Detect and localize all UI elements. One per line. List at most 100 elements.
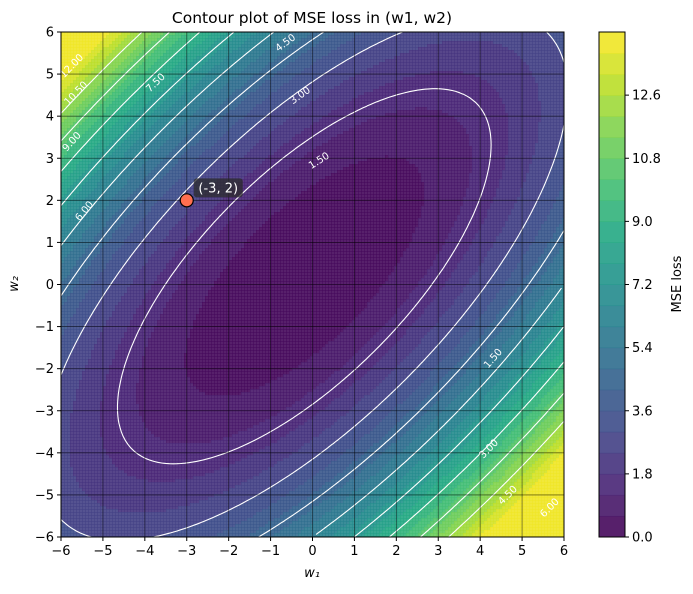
contour-band-cell [79, 335, 83, 339]
contour-band-cell [94, 155, 98, 159]
contour-band-cell [88, 419, 92, 423]
contour-band-cell [61, 509, 65, 513]
contour-band-cell [64, 236, 68, 240]
contour-band-cell [70, 161, 74, 165]
contour-band-cell [88, 32, 92, 36]
contour-band-cell [67, 407, 71, 411]
contour-band-cell [94, 467, 98, 471]
contour-band-cell [70, 518, 74, 522]
contour-band-cell [76, 128, 80, 132]
contour-band-cell [85, 245, 89, 249]
contour-band-cell [61, 395, 65, 399]
contour-band-cell [76, 194, 80, 198]
contour-band-cell [91, 521, 95, 525]
contour-band-cell [79, 122, 83, 126]
contour-band-cell [82, 287, 86, 291]
contour-band-cell [64, 452, 68, 456]
contour-band-cell [76, 377, 80, 381]
contour-band-cell [64, 74, 68, 78]
contour-band-cell [94, 224, 98, 228]
contour-band-cell [70, 326, 74, 330]
contour-band-cell [61, 134, 65, 138]
contour-band-cell [61, 389, 65, 393]
contour-band-cell [94, 449, 98, 453]
contour-band-cell [76, 302, 80, 306]
contour-band-cell [94, 197, 98, 201]
contour-band-cell [73, 266, 77, 270]
contour-band-cell [85, 524, 89, 528]
contour-band-cell [61, 275, 65, 279]
contour-band-cell [94, 395, 98, 399]
contour-band-cell [91, 326, 95, 330]
contour-band-cell [61, 164, 65, 168]
contour-band-cell [79, 104, 83, 108]
contour-band-cell [73, 155, 77, 159]
contour-band-cell [97, 50, 101, 54]
contour-band-cell [85, 299, 89, 303]
contour-band-cell [88, 272, 92, 276]
contour-band-cell [91, 89, 95, 93]
contour-band-cell [88, 308, 92, 312]
contour-band-cell [73, 164, 77, 168]
contour-band-cell [67, 95, 71, 99]
contour-band-cell [70, 419, 74, 423]
contour-band-cell [88, 470, 92, 474]
contour-band-cell [67, 515, 71, 519]
contour-band-cell [73, 473, 77, 477]
contour-band-cell [61, 341, 65, 345]
contour-band-cell [67, 311, 71, 315]
contour-band-cell [82, 344, 86, 348]
contour-band-cell [82, 101, 86, 105]
contour-band-cell [94, 59, 98, 63]
contour-band-cell [64, 290, 68, 294]
contour-band-cell [70, 44, 74, 48]
contour-band-cell [94, 344, 98, 348]
contour-band-cell [67, 38, 71, 42]
contour-band-cell [79, 170, 83, 174]
contour-band-cell [88, 479, 92, 483]
contour-band-cell [82, 50, 86, 54]
contour-band-cell [82, 350, 86, 354]
contour-band-cell [85, 443, 89, 447]
contour-band-cell [64, 404, 68, 408]
contour-band-cell [88, 98, 92, 102]
contour-band-cell [82, 218, 86, 222]
contour-band-cell [73, 203, 77, 207]
contour-band-cell [61, 218, 65, 222]
contour-band-cell [94, 143, 98, 147]
contour-band-cell [94, 191, 98, 195]
contour-band-cell [82, 317, 86, 321]
contour-band-cell [67, 314, 71, 318]
contour-band-cell [76, 374, 80, 378]
contour-band-cell [88, 452, 92, 456]
contour-band-cell [73, 419, 77, 423]
contour-band-cell [97, 53, 101, 57]
contour-band-cell [85, 251, 89, 255]
contour-band-cell [82, 95, 86, 99]
contour-band-cell [61, 293, 65, 297]
contour-band-cell [85, 32, 89, 36]
contour-band-cell [64, 209, 68, 213]
contour-band-cell [64, 326, 68, 330]
contour-band-cell [79, 38, 83, 42]
contour-band-cell [94, 338, 98, 342]
contour-band-cell [76, 239, 80, 243]
contour-band-cell [82, 155, 86, 159]
contour-band-cell [79, 533, 83, 537]
contour-band-cell [64, 68, 68, 72]
contour-band-cell [67, 47, 71, 51]
contour-band-cell [70, 53, 74, 57]
contour-band-cell [94, 491, 98, 495]
contour-band-cell [61, 353, 65, 357]
contour-band-cell [88, 161, 92, 165]
contour-band-cell [85, 449, 89, 453]
contour-band-cell [64, 512, 68, 516]
contour-band-cell [82, 98, 86, 102]
contour-band-cell [64, 398, 68, 402]
contour-band-cell [67, 308, 71, 312]
contour-band-cell [97, 167, 101, 171]
contour-band-cell [91, 191, 95, 195]
contour-band-cell [76, 158, 80, 162]
contour-band-cell [79, 179, 83, 183]
contour-band-cell [85, 275, 89, 279]
